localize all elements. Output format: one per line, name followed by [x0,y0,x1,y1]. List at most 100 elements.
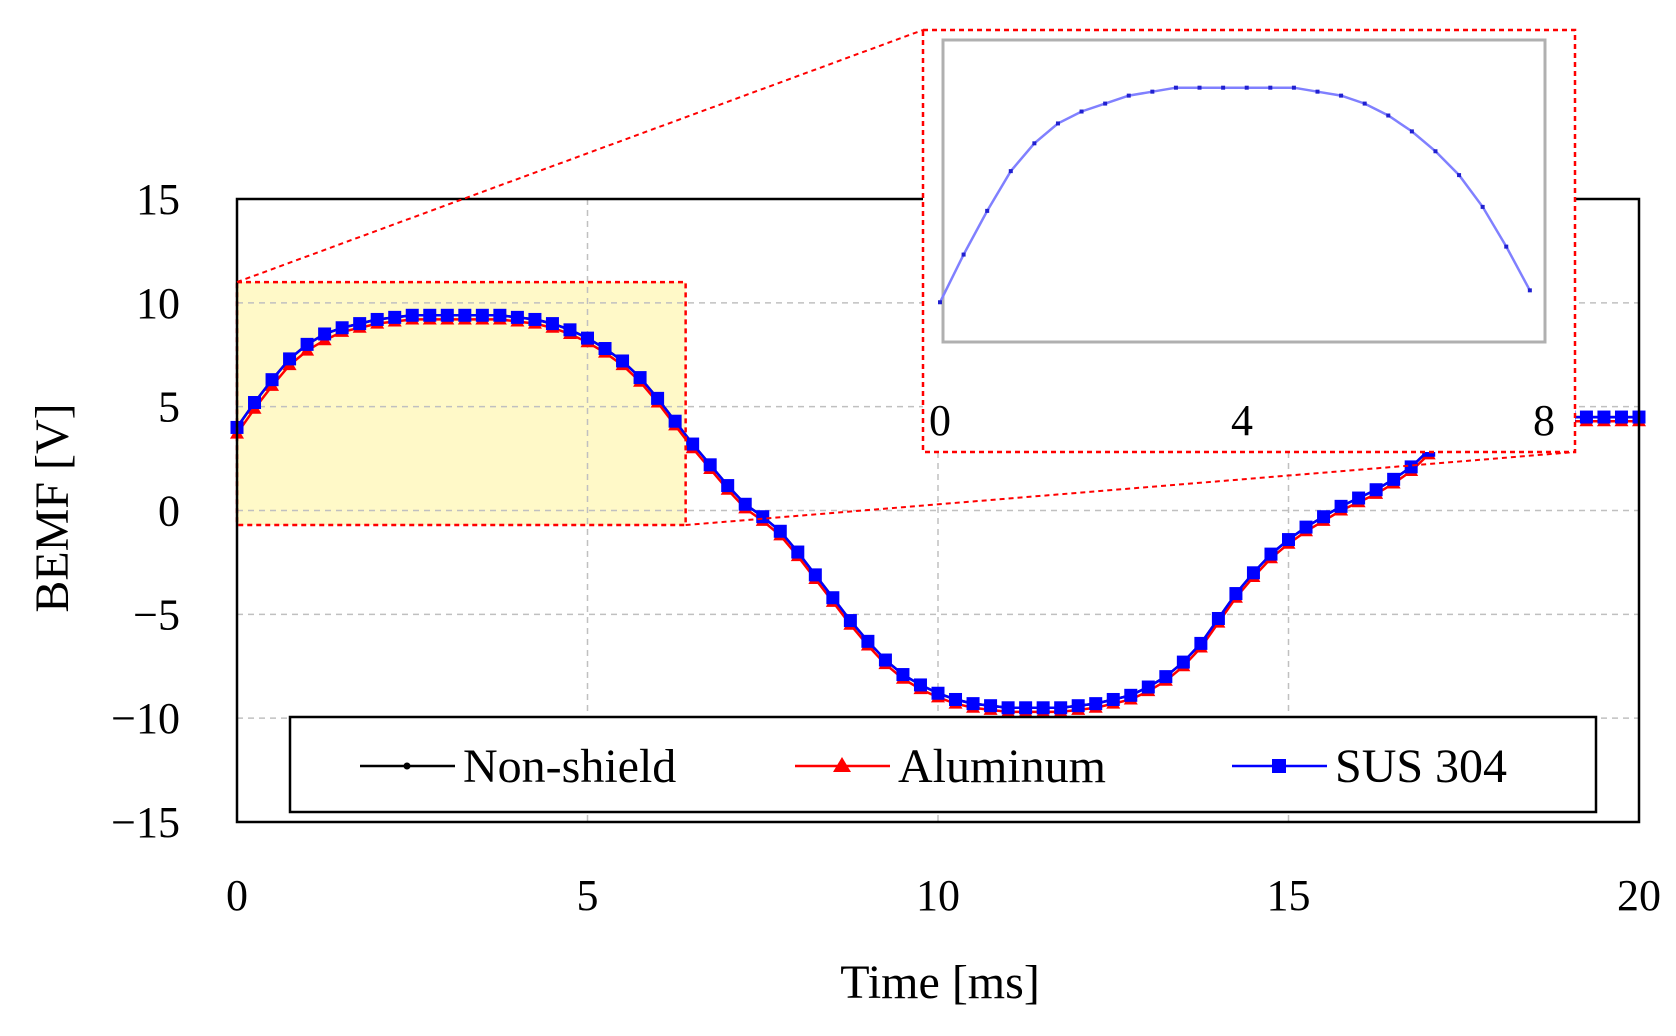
legend: Non-shield Aluminum SUS 304 [288,715,1598,814]
y-tick-label: −10 [111,694,180,743]
legend-box [288,715,1598,814]
data-point [598,342,612,356]
data-point [738,497,752,511]
inset-data-point [1008,169,1013,174]
x-tick-label: 15 [1267,871,1311,920]
inset-data-point [1221,85,1226,90]
x-tick-label: 20 [1617,871,1661,920]
data-point [318,327,332,341]
data-point [756,510,770,524]
inset-data-point [1409,129,1414,134]
inset-data-point [1457,173,1462,178]
data-point [458,308,472,322]
data-point [1404,460,1418,474]
data-point [1614,410,1628,424]
data-point [633,371,647,385]
data-point [335,321,349,335]
y-tick-labels: 15 10 5 0 −5 −10 −15 [111,175,180,847]
data-point [931,686,945,700]
data-point [966,697,980,711]
data-point [1054,701,1068,715]
inset-data-point [1480,204,1485,209]
legend-marker-sus304 [1272,759,1286,773]
inset-data-point [1433,149,1438,154]
data-point [1246,566,1260,580]
inset-background [921,28,1577,454]
data-point [1211,611,1225,625]
data-point [721,479,735,493]
legend-item-sus304: SUS 304 [1232,740,1507,793]
legend-label-non-shield: Non-shield [463,740,676,793]
connector-line-top [236,29,924,284]
x-tick-label: 10 [916,871,960,920]
data-point [475,308,489,322]
inset-data-point [1504,244,1509,249]
data-point [265,373,279,387]
inset-x-tick-label: 0 [929,396,951,445]
data-point [1141,680,1155,694]
inset-x-tick-label: 8 [1533,396,1555,445]
inset-series-line [938,86,1531,303]
data-point [493,308,507,322]
data-point [1352,491,1366,505]
data-point [1579,410,1593,424]
legend-item-aluminum: Aluminum [795,740,1106,793]
data-point [1194,636,1208,650]
data-point [1282,533,1295,547]
data-point [878,653,892,667]
data-point [1001,701,1015,715]
data-point [808,568,822,582]
data-point [1106,692,1120,706]
inset-data-point [1244,85,1249,90]
inset-data-point [1268,85,1273,90]
data-point [1387,472,1401,486]
data-point [1159,670,1173,684]
data-point [353,317,367,331]
y-tick-label: −5 [133,590,180,639]
x-tick-label: 5 [577,871,599,920]
y-tick-label: 10 [136,279,180,328]
data-point [563,323,577,337]
data-point [1334,499,1348,513]
data-point [440,308,454,322]
data-point [510,310,524,324]
data-point [283,352,297,366]
legend-item-non-shield: Non-shield [360,740,676,793]
inset-data-point [1079,109,1084,114]
inset-series [938,85,1532,305]
y-tick-label: −15 [111,798,180,847]
inset-data-point [1197,85,1202,90]
data-point [913,678,927,692]
data-point [1176,655,1190,669]
inset-data-point [961,252,966,257]
data-point [248,396,262,410]
inset-data-point [1032,141,1037,146]
inset-data-point [1291,85,1296,90]
data-point [826,591,840,605]
data-point [616,354,630,368]
data-point [581,331,594,345]
legend-label-aluminum: Aluminum [898,740,1106,793]
data-point [1299,520,1313,534]
inset-data-point [1527,288,1532,293]
x-tick-label: 0 [226,871,248,920]
y-axis-label: BEMF [V] [26,403,79,612]
legend-label-sus304: SUS 304 [1335,740,1507,793]
data-point [1071,699,1085,713]
inset-data-point [1173,85,1178,90]
data-point [1019,701,1033,715]
inset-data-point [1339,93,1344,98]
data-point [1317,510,1331,524]
data-point [1124,688,1138,702]
data-point [949,692,963,706]
data-point [528,312,542,326]
data-point [1264,547,1278,561]
data-point [686,437,700,451]
data-point [545,317,559,331]
inset-data-point [938,300,942,305]
inset-data-point [1386,113,1391,118]
y-tick-label: 15 [136,175,180,224]
data-point [651,391,665,405]
data-point [388,310,402,324]
